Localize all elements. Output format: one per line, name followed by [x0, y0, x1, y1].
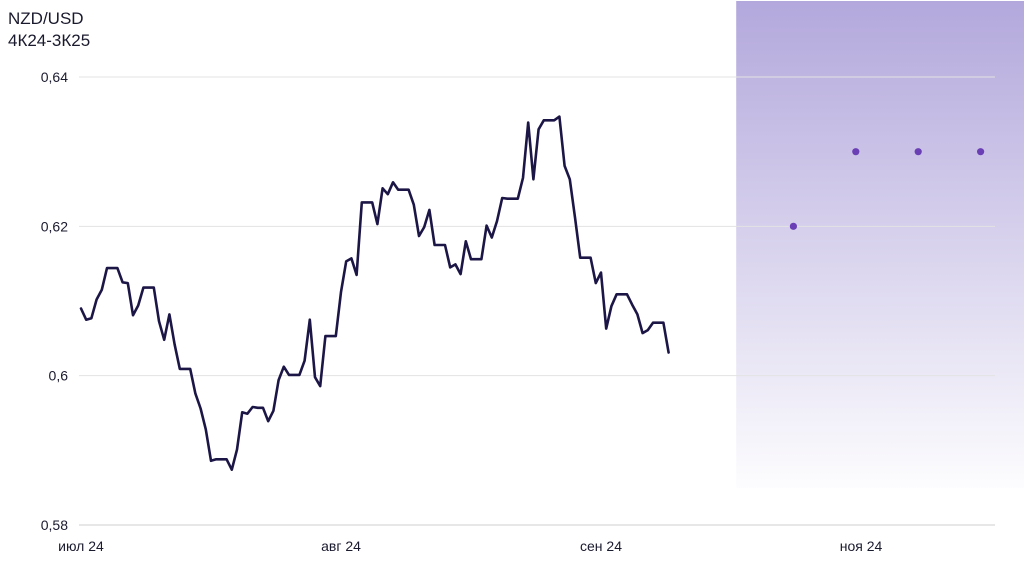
forecast-point [789, 222, 798, 230]
x-tick-label: ноя 24 [840, 538, 883, 554]
x-axis: июл 24 авг 24 сен 24 ноя 24 [58, 538, 882, 554]
y-tick-label: 0,6 [49, 368, 69, 384]
chart-subtitle: 4К24-3К25 [8, 31, 91, 50]
x-tick-label: авг 24 [321, 538, 361, 554]
x-tick-label: июл 24 [58, 538, 104, 554]
y-tick-label: 0,62 [41, 218, 68, 234]
forecast-point [914, 148, 922, 156]
y-axis: 0,64 0,62 0,6 0,58 [41, 69, 68, 533]
y-tick-label: 0,58 [41, 517, 68, 533]
forecast-points [789, 148, 985, 230]
series-line [79, 115, 670, 471]
chart-title: NZD/USD [8, 9, 84, 28]
chart-title-block: NZD/USD 4К24-3К25 [8, 8, 90, 52]
forecast-region [736, 1, 1024, 488]
forecast-point [852, 148, 860, 156]
grid-lines [79, 76, 995, 526]
forecast-point [977, 148, 985, 156]
y-tick-label: 0,64 [41, 69, 68, 85]
x-tick-label: сен 24 [580, 538, 622, 554]
